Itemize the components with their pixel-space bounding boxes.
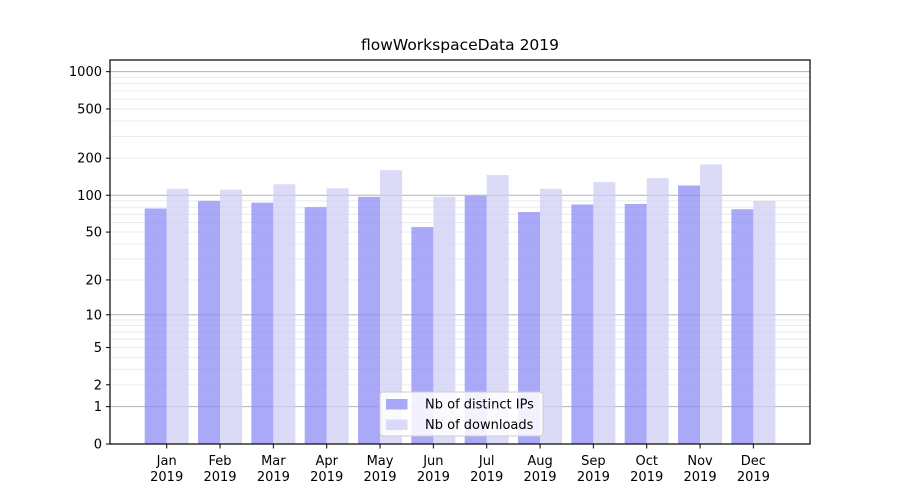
legend-label-ips: Nb of distinct IPs [425, 398, 534, 413]
bar-downloads-jun [433, 196, 456, 444]
x-tick-label-year: 2019 [523, 470, 556, 485]
bar-ips-dec [731, 209, 754, 444]
y-tick-label: 100 [77, 189, 102, 204]
bar-downloads-mar [273, 184, 296, 445]
bar-downloads-sep [593, 182, 616, 445]
x-tick-label-month: May [367, 454, 394, 469]
bar-ips-feb [198, 200, 221, 444]
y-tick-label: 50 [85, 226, 102, 241]
y-tick-label: 1000 [69, 65, 102, 80]
bar-ips-mar [251, 202, 274, 444]
x-tick-label-year: 2019 [203, 470, 236, 485]
x-tick-label-month: Nov [687, 454, 713, 469]
x-tick-label-year: 2019 [470, 470, 503, 485]
x-tick-label-month: Jun [422, 454, 443, 469]
x-tick-label-year: 2019 [577, 470, 610, 485]
x-tick-label-year: 2019 [737, 470, 770, 485]
y-tick-label: 0 [94, 438, 102, 453]
bar-ips-oct [624, 203, 647, 444]
bar-downloads-apr [326, 188, 349, 444]
chart-title: flowWorkspaceData 2019 [360, 36, 560, 54]
bar-ips-may [358, 196, 381, 444]
x-tick-label-year: 2019 [363, 470, 396, 485]
x-tick-label-year: 2019 [150, 470, 183, 485]
y-tick-label: 10 [85, 308, 102, 323]
legend-swatch-ips [386, 399, 408, 410]
x-tick-label-year: 2019 [417, 470, 450, 485]
bar-downloads-jul [486, 175, 509, 444]
bar-ips-sep [571, 204, 594, 444]
bar-downloads-may [380, 170, 403, 444]
x-tick-label-month: Apr [315, 454, 338, 469]
x-tick-label-month: Oct [635, 454, 657, 469]
x-tick-label-month: Jan [156, 454, 177, 469]
y-tick-label: 2 [94, 378, 102, 393]
bar-downloads-oct [646, 178, 669, 444]
y-tick-label: 5 [94, 341, 102, 356]
y-tick-label: 200 [77, 152, 102, 167]
x-tick-label-month: Sep [581, 454, 606, 469]
x-tick-label-month: Aug [527, 454, 552, 469]
bar-ips-jun [411, 227, 434, 444]
bar-ips-apr [304, 207, 327, 444]
legend-label-downloads: Nb of downloads [425, 418, 534, 433]
y-tick-label: 1 [94, 400, 102, 415]
legend-swatch-downloads [386, 419, 408, 430]
bar-downloads-feb [220, 189, 243, 444]
x-tick-label-year: 2019 [630, 470, 663, 485]
bar-downloads-aug [540, 188, 563, 444]
x-tick-label-month: Mar [261, 454, 286, 469]
bar-ips-jul [464, 195, 487, 444]
axes-spines [109, 59, 811, 445]
bar-ips-jan [144, 208, 167, 444]
y-tick-label: 500 [77, 103, 102, 118]
bar-downloads-jan [166, 188, 189, 444]
bar-ips-aug [518, 212, 541, 444]
x-tick-label-month: Dec [741, 454, 766, 469]
x-tick-label-month: Feb [209, 454, 232, 469]
x-tick-label-year: 2019 [310, 470, 343, 485]
x-tick-label-year: 2019 [257, 470, 290, 485]
x-tick-label-year: 2019 [684, 470, 717, 485]
bar-downloads-dec [753, 200, 776, 444]
x-tick-label-month: Jul [478, 454, 495, 469]
y-tick-label: 20 [85, 273, 102, 288]
legend-box [379, 391, 544, 437]
bar-downloads-nov [700, 164, 723, 444]
bar-ips-nov [678, 185, 701, 444]
